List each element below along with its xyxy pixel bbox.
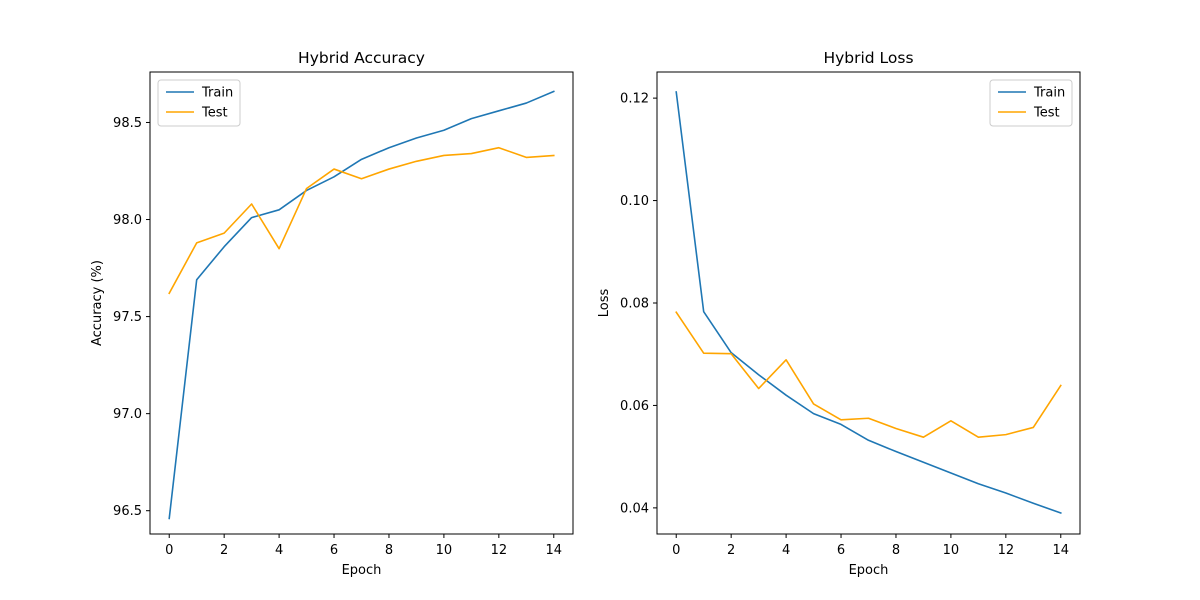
- accuracy-x-tick-label: 0: [165, 543, 173, 558]
- accuracy-x-tick-label: 10: [436, 543, 453, 558]
- loss-legend-label-train: Train: [1033, 86, 1065, 101]
- loss-y-tick-label: 0.12: [620, 92, 649, 107]
- accuracy-chart: Hybrid Accuracy 0 2 4 6 8 10 12 14 96.5 97.0 97.5 98…: [90, 49, 574, 578]
- accuracy-y-tick-label: 96.5: [113, 504, 142, 519]
- loss-x-tick-label: 6: [837, 543, 845, 558]
- accuracy-x-axis-label: Epoch: [342, 563, 382, 578]
- accuracy-series-test-line: [168, 146, 555, 295]
- loss-x-tick-label: 12: [998, 543, 1015, 558]
- accuracy-series-train-line: [168, 90, 555, 520]
- accuracy-x-tick-label: 8: [385, 543, 393, 558]
- accuracy-y-tick-label: 97.0: [113, 407, 142, 422]
- loss-x-tick-label: 14: [1052, 543, 1069, 558]
- loss-y-tick-label: 0.10: [620, 194, 649, 209]
- loss-x-tick-label: 10: [943, 543, 960, 558]
- accuracy-x-tick-label: 4: [275, 543, 283, 558]
- loss-x-tick-label: 2: [727, 543, 735, 558]
- accuracy-legend-label-test: Test: [201, 106, 228, 121]
- loss-x-tick-label: 8: [892, 543, 900, 558]
- accuracy-x-tick-label: 12: [491, 543, 508, 558]
- accuracy-axes-frame: [149, 71, 574, 535]
- accuracy-x-tick-label: 14: [545, 543, 562, 558]
- loss-x-tick-label: 0: [672, 543, 680, 558]
- loss-chart: Hybrid Loss 0 2 4 6 8 10 12 14 0.04 0.06 0.08 0.10 0.…: [597, 49, 1081, 578]
- loss-series-test-line: [675, 311, 1062, 439]
- accuracy-y-tick-label: 98.5: [113, 116, 142, 131]
- accuracy-y-tick-label: 97.5: [113, 310, 142, 325]
- loss-series-train-line: [675, 91, 1062, 515]
- loss-y-tick-label: 0.06: [620, 399, 649, 414]
- loss-legend-label-test: Test: [1033, 106, 1060, 121]
- loss-y-tick-label: 0.04: [620, 501, 649, 516]
- accuracy-y-axis-label: Accuracy (%): [90, 260, 105, 346]
- loss-x-axis-label: Epoch: [849, 563, 889, 578]
- loss-chart-title: Hybrid Loss: [823, 49, 913, 67]
- loss-series-group: [675, 91, 1062, 515]
- accuracy-legend-label-train: Train: [201, 86, 233, 101]
- accuracy-series-group: [168, 90, 555, 520]
- accuracy-y-tick-label: 98.0: [113, 213, 142, 228]
- accuracy-legend: Train Test: [157, 79, 241, 127]
- loss-legend: Train Test: [989, 79, 1073, 127]
- loss-y-tick-label: 0.08: [620, 297, 649, 312]
- loss-x-tick-label: 4: [782, 543, 790, 558]
- accuracy-x-tick-label: 6: [330, 543, 338, 558]
- accuracy-chart-title: Hybrid Accuracy: [298, 49, 425, 67]
- loss-y-axis-label: Loss: [597, 289, 612, 318]
- accuracy-x-tick-label: 2: [220, 543, 228, 558]
- loss-axes-frame: [656, 71, 1081, 535]
